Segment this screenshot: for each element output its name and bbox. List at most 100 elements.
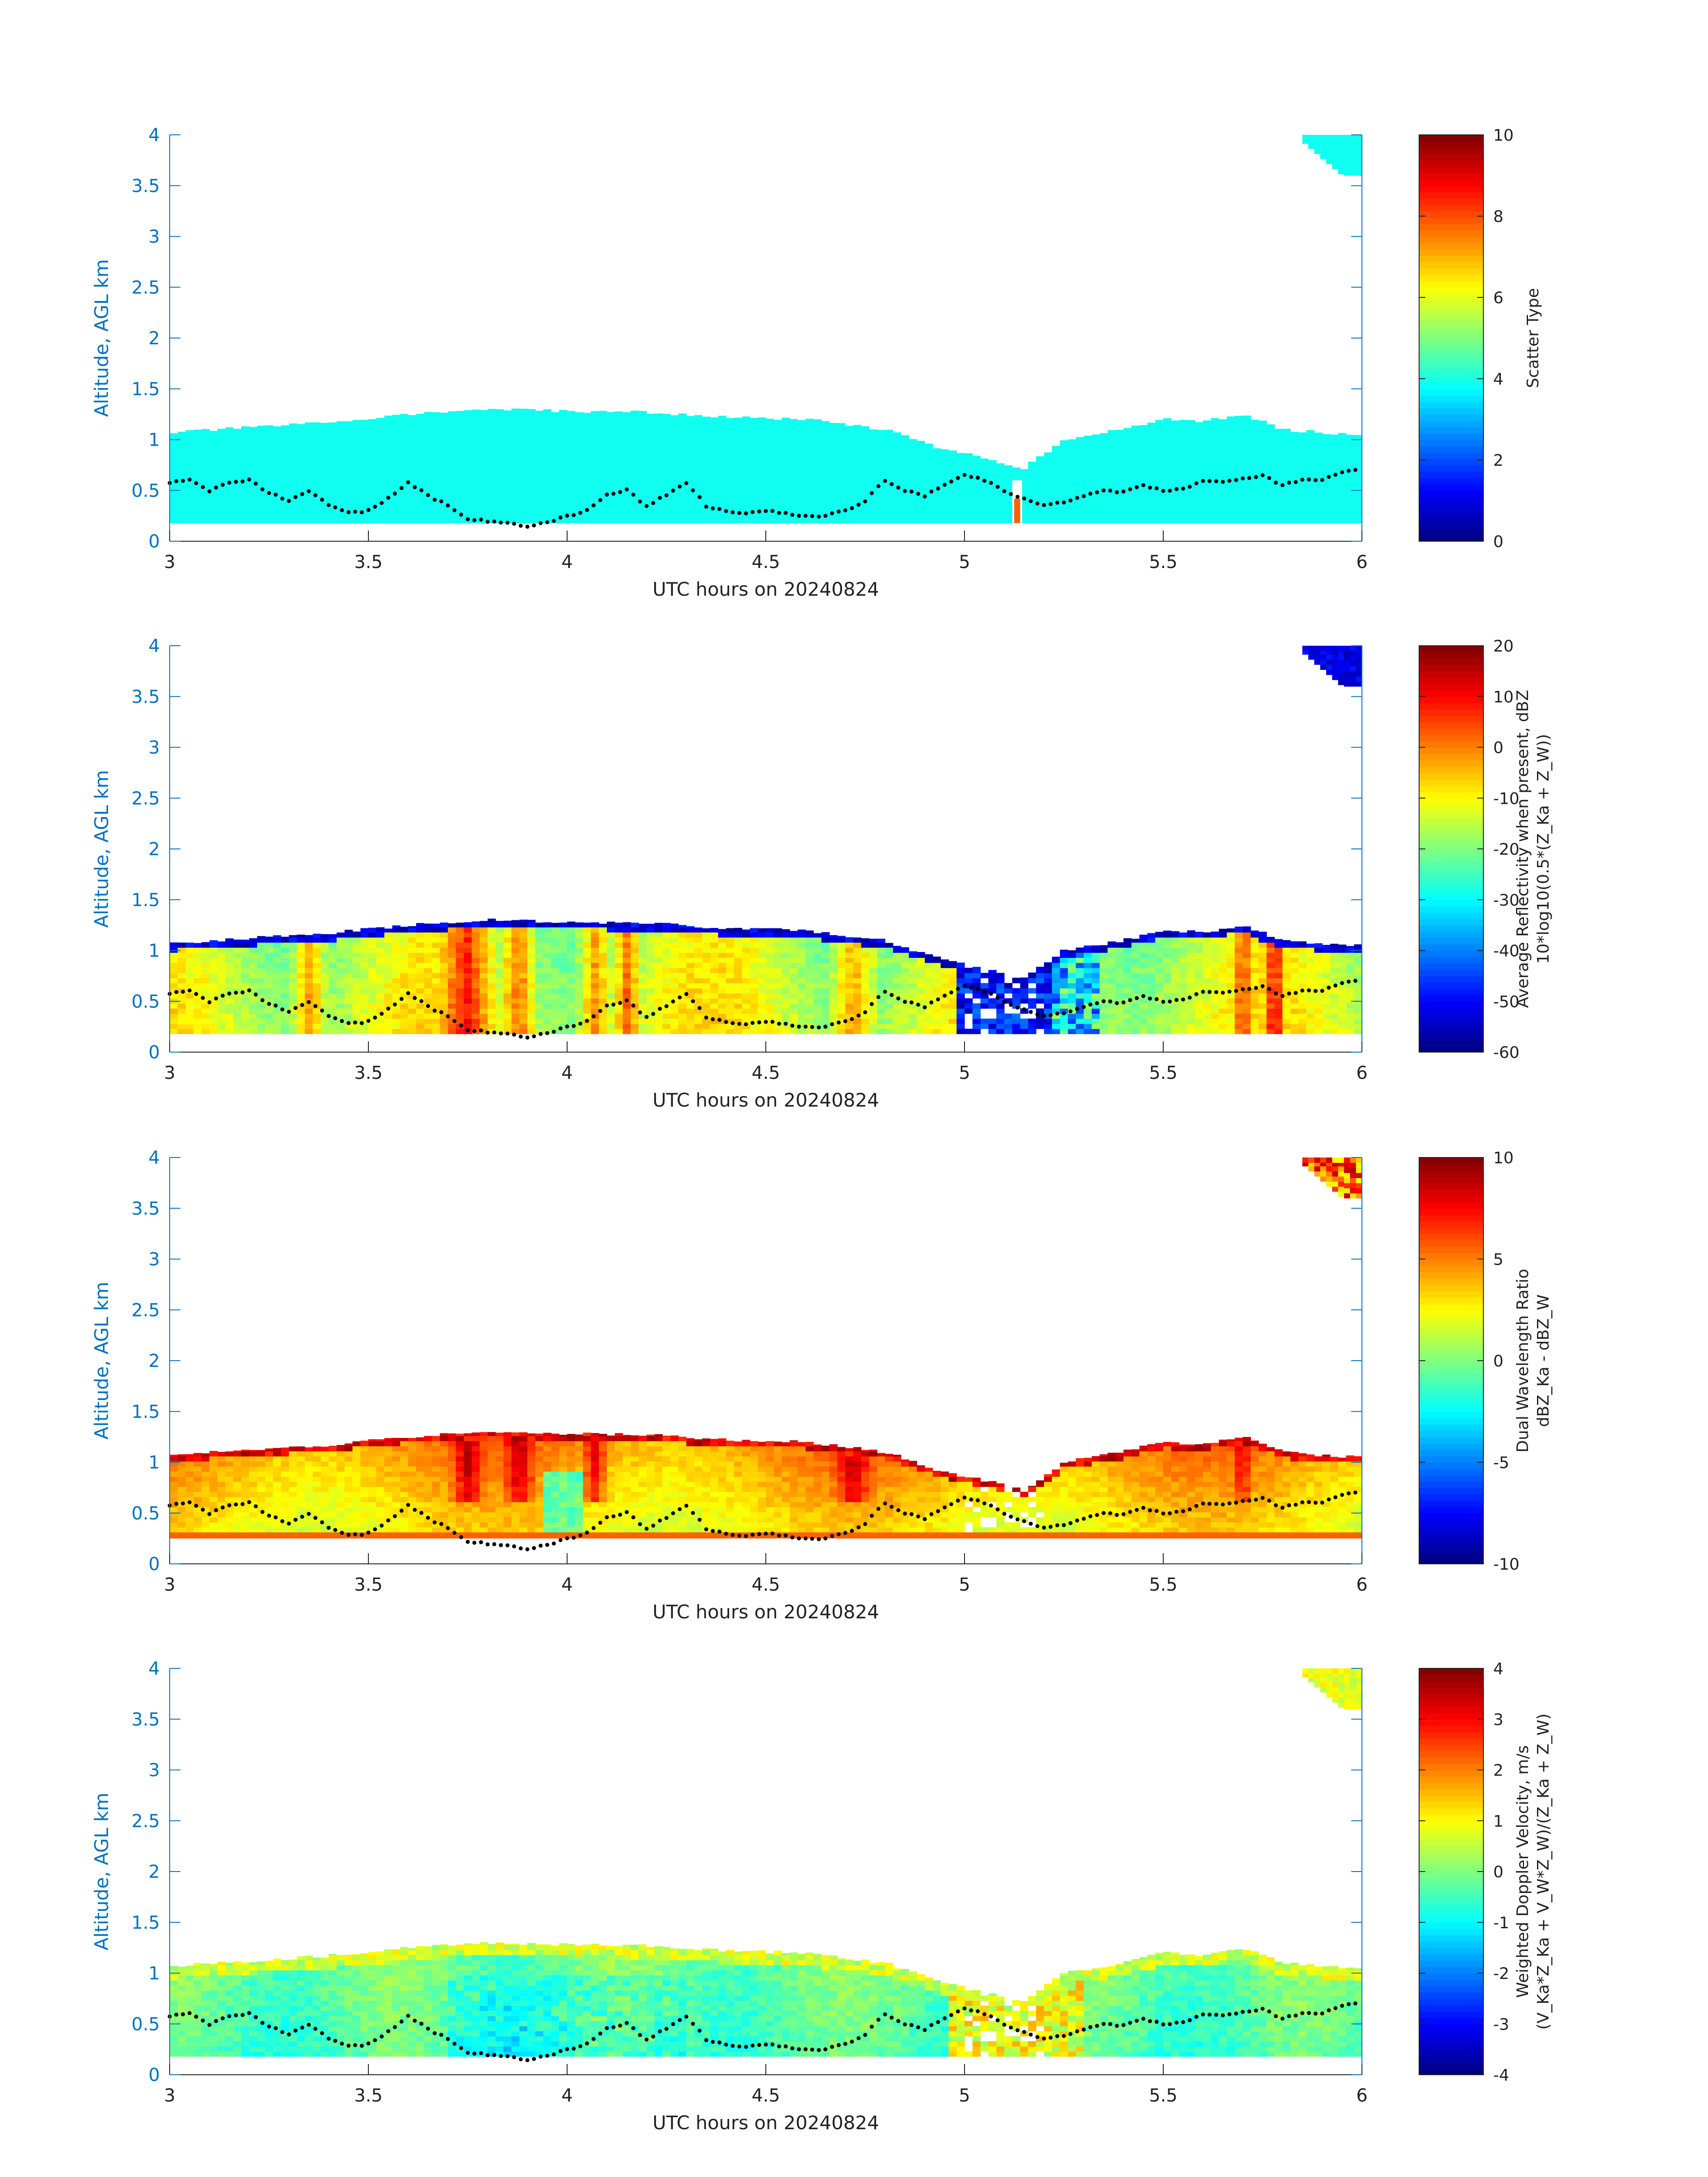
heatmap-cell	[726, 962, 735, 968]
heatmap-cell	[535, 993, 544, 999]
heatmap-cell	[1187, 472, 1195, 478]
heatmap-cell	[893, 518, 902, 523]
heatmap-cell	[455, 477, 464, 483]
heatmap-cell	[559, 409, 568, 412]
heatmap-cell	[360, 457, 369, 463]
heatmap-cell	[185, 518, 194, 523]
heatmap-cell	[670, 942, 679, 948]
heatmap-cell	[622, 968, 631, 974]
heatmap-cell	[448, 457, 456, 463]
heatmap-cell	[734, 421, 743, 427]
heatmap-cell	[416, 502, 425, 508]
heatmap-cell	[575, 431, 584, 437]
heatmap-cell	[1330, 442, 1339, 447]
heatmap-cell	[1227, 507, 1235, 513]
heatmap-cell	[416, 447, 425, 452]
heatmap-cell	[670, 426, 679, 432]
heatmap-cell	[201, 518, 210, 523]
heatmap-cell	[488, 1003, 496, 1009]
heatmap-cell	[416, 973, 425, 978]
heatmap-cell	[781, 487, 790, 493]
heatmap-cell	[1131, 497, 1140, 503]
heatmap-cell	[734, 482, 743, 488]
heatmap-cell	[408, 1003, 417, 1009]
heatmap-cell	[925, 447, 933, 452]
cloud-base-dot	[572, 513, 576, 517]
heatmap-cell	[225, 1013, 234, 1019]
heatmap-cell	[368, 436, 377, 442]
heatmap-cell	[265, 962, 273, 968]
heatmap-cell	[559, 937, 568, 943]
heatmap-cell	[567, 927, 576, 933]
heatmap-cell	[1258, 477, 1267, 483]
heatmap-cell	[392, 518, 401, 523]
heatmap-cell	[543, 993, 551, 999]
heatmap-cell	[448, 962, 456, 968]
heatmap-cell	[368, 978, 377, 983]
heatmap-cell	[821, 502, 830, 508]
heatmap-cell	[1171, 442, 1180, 447]
colorbar-segment	[1419, 242, 1483, 250]
heatmap-cell	[321, 978, 329, 983]
heatmap-cell	[1195, 422, 1203, 427]
heatmap-cell	[1235, 462, 1243, 468]
heatmap-cell	[607, 1024, 615, 1029]
heatmap-cell	[639, 426, 647, 432]
heatmap-cell	[773, 988, 782, 994]
heatmap-cell	[241, 993, 250, 999]
heatmap-cell	[567, 497, 576, 503]
heatmap-cell	[1171, 447, 1180, 452]
heatmap-cell	[480, 932, 488, 938]
heatmap-cell	[281, 1003, 289, 1009]
heatmap-cell	[400, 451, 409, 457]
heatmap-cell	[281, 1018, 289, 1024]
heatmap-cell	[956, 453, 965, 457]
heatmap-cell	[511, 978, 520, 983]
heatmap-cell	[1314, 482, 1323, 488]
heatmap-cell	[1235, 497, 1243, 503]
heatmap-cell	[1219, 462, 1227, 468]
heatmap-cell	[368, 507, 377, 513]
heatmap-cell	[654, 426, 663, 432]
heatmap-cell	[567, 416, 576, 422]
heatmap-cell	[678, 426, 687, 432]
heatmap-cell	[813, 457, 822, 463]
heatmap-cell	[766, 928, 774, 933]
heatmap-cell	[495, 921, 504, 923]
heatmap-cell	[209, 978, 218, 983]
heatmap-cell	[233, 953, 242, 958]
heatmap-cell	[670, 482, 679, 488]
heatmap-cell	[448, 1008, 456, 1014]
heatmap-cell	[583, 983, 591, 989]
heatmap-cell	[885, 487, 894, 493]
heatmap-cell	[1076, 472, 1084, 478]
heatmap-cell	[416, 993, 425, 999]
heatmap-cell	[845, 462, 854, 468]
heatmap-cell	[1139, 425, 1148, 427]
heatmap-cell	[813, 421, 822, 427]
heatmap-cell	[281, 998, 289, 1004]
heatmap-cell	[416, 1013, 425, 1019]
colorbar-segment	[1419, 313, 1483, 320]
heatmap-cell	[567, 467, 576, 472]
heatmap-cell	[201, 1013, 210, 1019]
heatmap-cell	[686, 426, 695, 432]
colorbar-segment	[1419, 217, 1483, 224]
cloud-base-dot	[353, 510, 357, 514]
heatmap-cell	[1298, 472, 1307, 478]
heatmap-cell	[321, 1003, 329, 1009]
heatmap-cell	[1020, 502, 1028, 508]
heatmap-cell	[384, 932, 393, 938]
cloud-base-dot	[1307, 477, 1311, 482]
heatmap-cell	[988, 518, 997, 523]
heatmap-cell	[1211, 457, 1219, 463]
heatmap-cell	[559, 472, 568, 478]
heatmap-cell	[1235, 457, 1243, 463]
heatmap-cell	[813, 442, 822, 447]
heatmap-cell	[1107, 477, 1116, 483]
heatmap-cell	[400, 447, 409, 452]
heatmap-cell	[1099, 477, 1108, 483]
heatmap-cell	[1338, 472, 1346, 478]
heatmap-cell	[1068, 492, 1076, 498]
heatmap-cell	[1298, 492, 1307, 498]
